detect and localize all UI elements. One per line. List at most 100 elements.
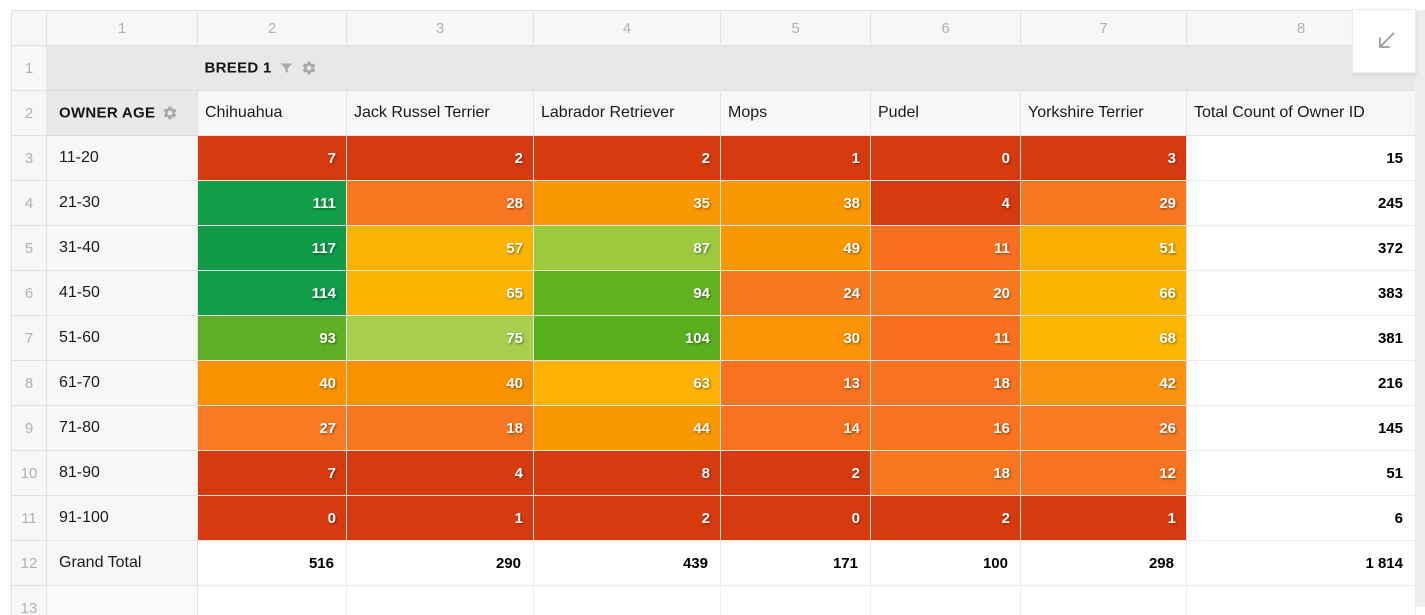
column-header-cell[interactable]: Labrador Retriever xyxy=(533,90,721,136)
column-total-cell[interactable]: 439 xyxy=(533,540,721,586)
heat-cell[interactable]: 11 xyxy=(870,225,1021,271)
column-total-cell[interactable]: 290 xyxy=(346,540,534,586)
heat-cell[interactable]: 16 xyxy=(870,405,1021,451)
heat-cell[interactable]: 7 xyxy=(197,450,347,496)
row-total-cell[interactable]: 6 xyxy=(1186,495,1416,541)
grand-total-cell[interactable]: 1 814 xyxy=(1186,540,1416,586)
heat-cell[interactable]: 24 xyxy=(720,270,871,316)
heat-cell[interactable]: 51 xyxy=(1020,225,1187,271)
heat-cell[interactable]: 1 xyxy=(720,135,871,181)
heat-cell[interactable]: 2 xyxy=(533,135,721,181)
arrow-down-left-icon xyxy=(1369,26,1399,56)
row-label-cell[interactable]: 11-20 xyxy=(46,135,198,181)
row-label-cell[interactable]: 41-50 xyxy=(46,270,198,316)
row-label-cell[interactable]: 71-80 xyxy=(46,405,198,451)
heat-cell[interactable]: 114 xyxy=(197,270,347,316)
funnel-icon[interactable] xyxy=(279,61,294,76)
column-total-cell[interactable]: 171 xyxy=(720,540,871,586)
heat-cell[interactable]: 30 xyxy=(720,315,871,361)
heat-cell[interactable]: 4 xyxy=(346,450,534,496)
heat-cell[interactable]: 13 xyxy=(720,360,871,406)
heat-cell[interactable]: 8 xyxy=(533,450,721,496)
heat-cell[interactable]: 18 xyxy=(870,450,1021,496)
heat-cell[interactable]: 57 xyxy=(346,225,534,271)
row-label-cell[interactable]: 21-30 xyxy=(46,180,198,226)
row-total-cell[interactable]: 372 xyxy=(1186,225,1416,271)
heat-cell[interactable]: 68 xyxy=(1020,315,1187,361)
row-total-cell[interactable]: 381 xyxy=(1186,315,1416,361)
heat-cell[interactable]: 11 xyxy=(870,315,1021,361)
heat-cell[interactable]: 7 xyxy=(197,135,347,181)
heat-cell[interactable]: 117 xyxy=(197,225,347,271)
column-header-cell[interactable]: Chihuahua xyxy=(197,90,347,136)
heat-cell[interactable]: 35 xyxy=(533,180,721,226)
row-total-cell[interactable]: 51 xyxy=(1186,450,1416,496)
row-total-cell[interactable]: 383 xyxy=(1186,270,1416,316)
row-total-cell[interactable]: 15 xyxy=(1186,135,1416,181)
heat-cell[interactable]: 65 xyxy=(346,270,534,316)
row-label-cell[interactable]: 31-40 xyxy=(46,225,198,271)
heat-cell[interactable]: 42 xyxy=(1020,360,1187,406)
heat-cell[interactable]: 0 xyxy=(720,495,871,541)
column-header-cell[interactable]: Jack Russel Terrier xyxy=(346,90,534,136)
heat-cell[interactable]: 2 xyxy=(720,450,871,496)
heat-cell[interactable]: 63 xyxy=(533,360,721,406)
row-dimension-cell[interactable]: BREED 1 xyxy=(197,45,1416,91)
column-total-cell[interactable]: 100 xyxy=(870,540,1021,586)
heat-cell[interactable]: 94 xyxy=(533,270,721,316)
column-total-cell[interactable]: 516 xyxy=(197,540,347,586)
gear-icon[interactable] xyxy=(162,105,178,121)
column-header-cell[interactable]: Pudel xyxy=(870,90,1021,136)
row-number-cell: 6 xyxy=(11,270,47,316)
heat-cell[interactable]: 111 xyxy=(197,180,347,226)
heat-cell[interactable]: 27 xyxy=(197,405,347,451)
heat-cell[interactable]: 1 xyxy=(1020,495,1187,541)
heat-cell[interactable]: 14 xyxy=(720,405,871,451)
column-total-cell[interactable]: 298 xyxy=(1020,540,1187,586)
row-total-cell[interactable]: 145 xyxy=(1186,405,1416,451)
heat-cell[interactable]: 40 xyxy=(197,360,347,406)
column-number-cell: 4 xyxy=(533,10,721,46)
row-label-cell[interactable]: 81-90 xyxy=(46,450,198,496)
heat-cell[interactable]: 66 xyxy=(1020,270,1187,316)
row-total-cell[interactable]: 245 xyxy=(1186,180,1416,226)
row-number-cell: 7 xyxy=(11,315,47,361)
row-label-cell[interactable]: 91-100 xyxy=(46,495,198,541)
heat-cell[interactable]: 3 xyxy=(1020,135,1187,181)
heat-cell[interactable]: 20 xyxy=(870,270,1021,316)
heat-cell[interactable]: 2 xyxy=(870,495,1021,541)
gear-icon[interactable] xyxy=(301,60,317,76)
column-header-cell[interactable]: Mops xyxy=(720,90,871,136)
heat-cell[interactable]: 4 xyxy=(870,180,1021,226)
row-label-cell[interactable]: 61-70 xyxy=(46,360,198,406)
heat-cell[interactable]: 18 xyxy=(346,405,534,451)
heat-cell[interactable]: 1 xyxy=(346,495,534,541)
empty-cell xyxy=(533,585,721,615)
minimize-grid-button[interactable] xyxy=(1352,9,1416,73)
row-label-cell[interactable]: 51-60 xyxy=(46,315,198,361)
heat-cell[interactable]: 28 xyxy=(346,180,534,226)
heat-cell[interactable]: 38 xyxy=(720,180,871,226)
heat-cell[interactable]: 0 xyxy=(197,495,347,541)
heat-cell[interactable]: 49 xyxy=(720,225,871,271)
heat-cell[interactable]: 2 xyxy=(533,495,721,541)
row-total-cell[interactable]: 216 xyxy=(1186,360,1416,406)
heat-cell[interactable]: 93 xyxy=(197,315,347,361)
heat-cell[interactable]: 40 xyxy=(346,360,534,406)
totals-header-cell[interactable]: Total Count of Owner ID xyxy=(1186,90,1416,136)
heat-cell[interactable]: 29 xyxy=(1020,180,1187,226)
heat-cell[interactable]: 0 xyxy=(870,135,1021,181)
row-number-cell: 13 xyxy=(11,585,47,615)
heat-cell[interactable]: 104 xyxy=(533,315,721,361)
heat-cell[interactable]: 18 xyxy=(870,360,1021,406)
heat-cell[interactable]: 26 xyxy=(1020,405,1187,451)
heat-cell[interactable]: 44 xyxy=(533,405,721,451)
heat-cell[interactable]: 75 xyxy=(346,315,534,361)
heat-cell[interactable]: 12 xyxy=(1020,450,1187,496)
column-dimension-cell[interactable]: OWNER AGE xyxy=(46,90,198,136)
heat-cell[interactable]: 87 xyxy=(533,225,721,271)
row-number-cell: 1 xyxy=(11,45,47,91)
heat-cell[interactable]: 2 xyxy=(346,135,534,181)
grand-total-label-cell[interactable]: Grand Total xyxy=(46,540,198,586)
column-header-cell[interactable]: Yorkshire Terrier xyxy=(1020,90,1187,136)
